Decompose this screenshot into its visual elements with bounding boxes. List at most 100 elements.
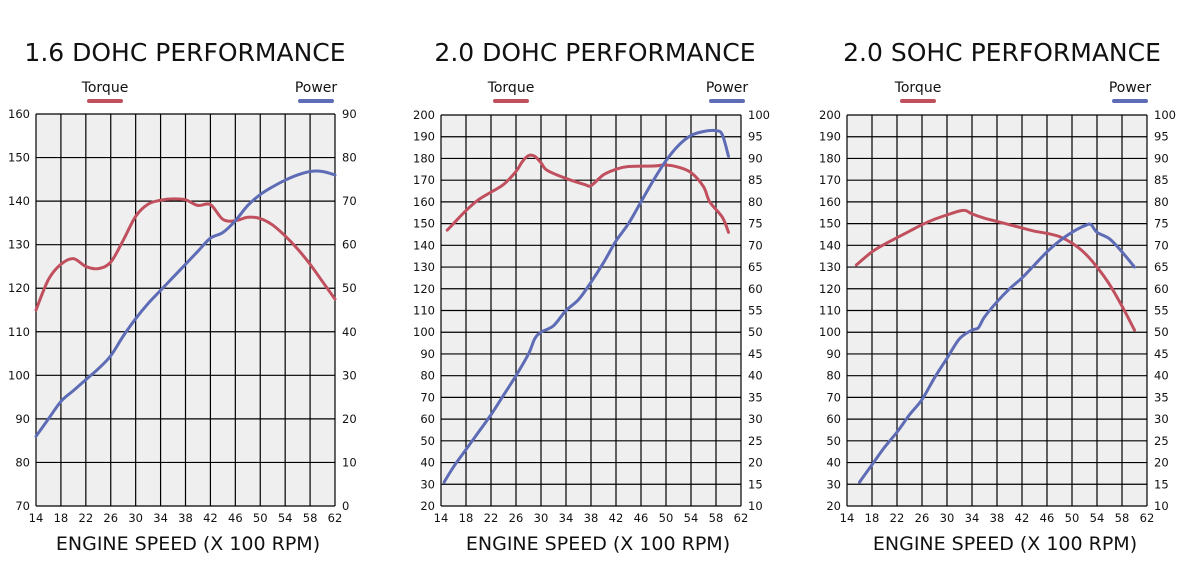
y-left-tick-label: 200	[819, 108, 841, 122]
y-left-tick-label: 110	[413, 304, 435, 318]
x-tick-label: 46	[634, 511, 649, 525]
y-left-tick-label: 80	[420, 369, 435, 383]
y-right-tick-label: 45	[748, 347, 763, 361]
y-left-tick-label: 150	[8, 151, 30, 165]
y-left-tick-label: 120	[819, 282, 841, 296]
x-tick-label: 34	[965, 511, 980, 525]
y-right-tick-label: 10	[748, 499, 763, 513]
chart-3: 2.0 SOHC PERFORMANCE Torque Power 14 18 22 26 3…	[819, 38, 1176, 555]
chart-1: 1.6 DOHC PERFORMANCE Torque Power 14 18 22 26 3…	[8, 38, 357, 555]
y-left-tick-label: 110	[819, 304, 841, 318]
y-left-tick-label: 60	[826, 412, 841, 426]
y-right-tick-label: 20	[1154, 456, 1169, 470]
x-tick-label: 50	[659, 511, 674, 525]
x-tick-label: 30	[534, 511, 549, 525]
y-right-tick-label: 90	[342, 107, 357, 121]
y-right-tick-label: 70	[748, 238, 763, 252]
y-right-tick-label: 40	[342, 325, 357, 339]
y-left-tick-label: 160	[8, 107, 30, 121]
x-tick-label: 42	[1015, 511, 1030, 525]
y-right-tick-label: 70	[342, 194, 357, 208]
y-right-tick-label: 65	[748, 260, 763, 274]
y-right-tick-label: 60	[1154, 282, 1169, 296]
x-tick-label: 62	[328, 511, 343, 525]
y-left-tick-label: 30	[826, 477, 841, 491]
x-tick-label: 38	[178, 511, 193, 525]
x-tick-label: 30	[128, 511, 143, 525]
y-right-tick-label: 50	[1154, 325, 1169, 339]
y-left-tick-label: 40	[826, 456, 841, 470]
y-left-tick-label: 190	[819, 130, 841, 144]
y-right-tick-label: 0	[342, 499, 349, 513]
y-left-tick-label: 150	[413, 217, 435, 231]
y-left-tick-label: 90	[420, 347, 435, 361]
y-right-tick-label: 50	[342, 281, 357, 295]
chart-title: 1.6 DOHC PERFORMANCE	[24, 38, 345, 67]
x-tick-label: 58	[1115, 511, 1130, 525]
y-left-tick-label: 150	[819, 217, 841, 231]
y-right-tick-label: 30	[1154, 412, 1169, 426]
power-line	[858, 222, 1136, 484]
y-right-tick-label: 35	[1154, 390, 1169, 404]
y-right-tick-label: 80	[748, 195, 763, 209]
x-tick-label: 42	[609, 511, 624, 525]
y-right-tick-label: 60	[748, 282, 763, 296]
y-right-tick-label: 90	[748, 151, 763, 165]
y-right-tick-label: 30	[748, 412, 763, 426]
legend-power-label: Power	[1109, 80, 1152, 96]
x-tick-label: 46	[1040, 511, 1055, 525]
y-right-tick-label: 65	[1154, 260, 1169, 274]
x-tick-label: 38	[584, 511, 599, 525]
y-right-tick-label: 95	[748, 130, 763, 144]
x-tick-label: 14	[434, 511, 449, 525]
y-right-tick-label: 10	[342, 455, 357, 469]
y-left-tick-label: 120	[8, 281, 30, 295]
x-tick-label: 18	[459, 511, 474, 525]
y-right-tick-label: 15	[748, 477, 763, 491]
torque-line	[854, 208, 1136, 332]
y-left-tick-label: 70	[15, 499, 30, 513]
y-right-tick-label: 15	[1154, 477, 1169, 491]
chart-title: 2.0 DOHC PERFORMANCE	[434, 38, 755, 67]
y-left-tick-label: 190	[413, 130, 435, 144]
power-line	[34, 169, 337, 438]
y-left-tick-label: 140	[8, 194, 30, 208]
y-right-tick-label: 50	[748, 325, 763, 339]
chart-2: 2.0 DOHC PERFORMANCE Torque Power 14 18 22 26 3…	[413, 38, 770, 555]
y-right-tick-label: 10	[1154, 499, 1169, 513]
torque-line	[34, 197, 337, 312]
y-left-tick-label: 140	[413, 238, 435, 252]
y-left-tick-label: 90	[826, 347, 841, 361]
x-tick-label: 22	[79, 511, 94, 525]
x-axis-label: ENGINE SPEED (X 100 RPM)	[56, 533, 320, 555]
y-left-tick-label: 100	[413, 325, 435, 339]
chart-title: 2.0 SOHC PERFORMANCE	[843, 38, 1161, 67]
x-tick-label: 58	[709, 511, 724, 525]
y-left-tick-label: 140	[819, 238, 841, 252]
x-tick-label: 34	[153, 511, 168, 525]
x-tick-label: 38	[990, 511, 1005, 525]
y-right-tick-label: 55	[1154, 304, 1169, 318]
y-left-tick-label: 180	[413, 151, 435, 165]
y-left-tick-label: 80	[826, 369, 841, 383]
x-tick-label: 62	[1140, 511, 1155, 525]
y-left-tick-label: 80	[15, 455, 30, 469]
y-right-tick-label: 100	[1154, 108, 1176, 122]
y-right-tick-label: 30	[342, 368, 357, 382]
x-tick-label: 54	[684, 511, 699, 525]
y-left-tick-label: 90	[15, 412, 30, 426]
x-tick-label: 50	[253, 511, 268, 525]
x-axis-label: ENGINE SPEED (X 100 RPM)	[873, 533, 1137, 555]
y-left-tick-label: 170	[819, 173, 841, 187]
y-left-tick-label: 50	[420, 434, 435, 448]
x-tick-label: 18	[865, 511, 880, 525]
y-left-tick-label: 70	[420, 390, 435, 404]
y-left-tick-label: 110	[8, 325, 30, 339]
y-right-tick-label: 40	[748, 369, 763, 383]
y-left-tick-label: 130	[8, 238, 30, 252]
x-tick-label: 50	[1065, 511, 1080, 525]
x-tick-label: 54	[278, 511, 293, 525]
y-right-tick-label: 80	[1154, 195, 1169, 209]
y-right-tick-label: 45	[1154, 347, 1169, 361]
